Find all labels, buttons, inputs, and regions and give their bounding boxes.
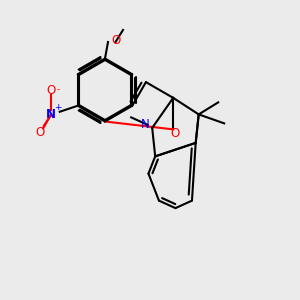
Text: O: O — [46, 84, 55, 97]
Text: O: O — [111, 34, 120, 47]
Text: O: O — [36, 126, 45, 139]
Text: O: O — [170, 128, 179, 140]
Text: +: + — [55, 103, 62, 112]
Text: N: N — [141, 118, 150, 131]
Text: -: - — [57, 85, 60, 94]
Text: N: N — [46, 108, 56, 121]
